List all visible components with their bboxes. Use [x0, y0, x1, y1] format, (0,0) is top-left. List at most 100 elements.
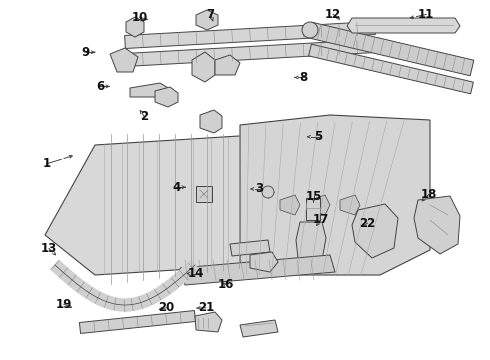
- Polygon shape: [131, 298, 136, 310]
- Polygon shape: [414, 196, 460, 254]
- Polygon shape: [142, 295, 148, 307]
- Polygon shape: [95, 292, 103, 305]
- Polygon shape: [139, 296, 146, 308]
- Polygon shape: [215, 55, 240, 75]
- Polygon shape: [155, 288, 164, 300]
- Text: 4: 4: [172, 181, 180, 194]
- Text: 2: 2: [141, 111, 148, 123]
- Polygon shape: [68, 275, 79, 287]
- Polygon shape: [196, 10, 218, 30]
- Polygon shape: [77, 282, 87, 294]
- Polygon shape: [352, 204, 398, 258]
- Polygon shape: [121, 299, 124, 311]
- Polygon shape: [177, 271, 188, 282]
- Polygon shape: [163, 282, 173, 294]
- Polygon shape: [296, 222, 326, 268]
- Polygon shape: [111, 297, 116, 310]
- Polygon shape: [180, 255, 335, 285]
- Text: 10: 10: [131, 11, 148, 24]
- Text: 13: 13: [41, 242, 57, 255]
- Polygon shape: [280, 195, 300, 215]
- Text: 15: 15: [305, 190, 322, 203]
- Polygon shape: [157, 286, 167, 298]
- Polygon shape: [71, 278, 82, 289]
- Polygon shape: [171, 275, 182, 287]
- Polygon shape: [147, 292, 155, 305]
- Polygon shape: [80, 284, 90, 296]
- Polygon shape: [166, 280, 176, 292]
- Polygon shape: [124, 40, 375, 67]
- Polygon shape: [124, 22, 375, 49]
- Polygon shape: [308, 22, 474, 76]
- Polygon shape: [114, 298, 119, 310]
- Text: 19: 19: [55, 298, 72, 311]
- Polygon shape: [89, 289, 98, 301]
- Polygon shape: [126, 17, 144, 37]
- Text: 12: 12: [325, 8, 342, 21]
- Circle shape: [262, 186, 274, 198]
- Text: 5: 5: [315, 130, 322, 143]
- Text: 16: 16: [217, 278, 234, 291]
- Polygon shape: [117, 298, 122, 311]
- Text: 3: 3: [256, 183, 264, 195]
- Polygon shape: [108, 297, 114, 309]
- Text: 11: 11: [418, 8, 435, 21]
- Text: 21: 21: [197, 301, 214, 314]
- Text: 6: 6: [97, 80, 104, 93]
- Polygon shape: [60, 268, 71, 280]
- Polygon shape: [185, 263, 196, 275]
- Polygon shape: [86, 288, 96, 300]
- Text: 8: 8: [300, 71, 308, 84]
- Circle shape: [302, 22, 318, 38]
- Text: 7: 7: [207, 8, 215, 21]
- Polygon shape: [340, 195, 360, 215]
- Polygon shape: [57, 266, 68, 277]
- Polygon shape: [101, 295, 109, 307]
- Polygon shape: [309, 44, 473, 94]
- Polygon shape: [230, 240, 270, 256]
- Text: 14: 14: [188, 267, 204, 280]
- Polygon shape: [79, 311, 196, 333]
- Polygon shape: [192, 52, 215, 82]
- Polygon shape: [128, 298, 133, 311]
- Polygon shape: [74, 280, 84, 292]
- Text: 22: 22: [359, 217, 376, 230]
- Polygon shape: [155, 87, 178, 107]
- Polygon shape: [240, 115, 430, 275]
- Polygon shape: [188, 261, 199, 272]
- Polygon shape: [63, 271, 73, 282]
- Polygon shape: [200, 110, 222, 133]
- Polygon shape: [180, 268, 191, 280]
- Text: 1: 1: [43, 157, 50, 170]
- Polygon shape: [123, 299, 126, 311]
- Text: 18: 18: [420, 188, 437, 201]
- Polygon shape: [130, 83, 170, 97]
- Text: 20: 20: [158, 301, 175, 314]
- Polygon shape: [174, 273, 185, 285]
- Polygon shape: [196, 186, 212, 202]
- Polygon shape: [152, 289, 161, 301]
- Polygon shape: [83, 286, 93, 298]
- Polygon shape: [169, 278, 179, 289]
- Polygon shape: [136, 297, 143, 309]
- Polygon shape: [126, 299, 130, 311]
- Polygon shape: [134, 297, 139, 310]
- Polygon shape: [66, 273, 76, 285]
- Polygon shape: [54, 263, 65, 275]
- Text: 9: 9: [82, 46, 90, 59]
- Polygon shape: [250, 252, 278, 272]
- Polygon shape: [98, 294, 106, 306]
- Polygon shape: [310, 195, 330, 215]
- Polygon shape: [51, 261, 62, 272]
- Polygon shape: [104, 296, 111, 308]
- Polygon shape: [195, 312, 222, 332]
- Polygon shape: [347, 18, 460, 33]
- Polygon shape: [160, 284, 170, 296]
- Polygon shape: [306, 198, 320, 220]
- Polygon shape: [92, 291, 100, 303]
- Polygon shape: [110, 48, 138, 72]
- Polygon shape: [45, 135, 255, 275]
- Polygon shape: [144, 294, 152, 306]
- Polygon shape: [149, 291, 158, 303]
- Polygon shape: [240, 320, 278, 337]
